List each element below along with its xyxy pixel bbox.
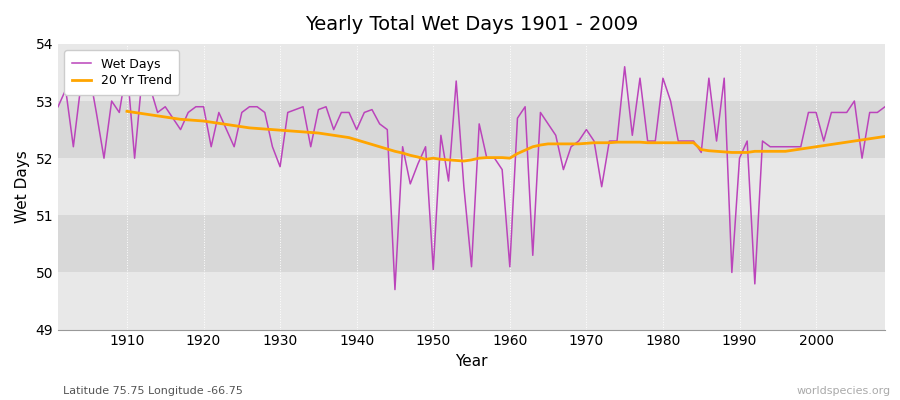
Line: 20 Yr Trend: 20 Yr Trend xyxy=(127,111,885,161)
Wet Days xyxy=(390,287,400,292)
20 Yr Trend xyxy=(581,141,592,146)
Wet Days xyxy=(290,107,301,112)
Wet Days xyxy=(52,104,63,109)
Text: Latitude 75.75 Longitude -66.75: Latitude 75.75 Longitude -66.75 xyxy=(63,386,243,396)
Y-axis label: Wet Days: Wet Days xyxy=(15,150,30,223)
Wet Days xyxy=(336,110,346,115)
Bar xyxy=(58,44,885,101)
X-axis label: Year: Year xyxy=(455,354,488,369)
Wet Days xyxy=(612,139,623,144)
Line: Wet Days: Wet Days xyxy=(58,67,885,290)
Text: worldspecies.org: worldspecies.org xyxy=(796,386,891,396)
20 Yr Trend xyxy=(519,148,530,152)
Wet Days xyxy=(114,110,125,115)
Bar xyxy=(58,215,885,272)
20 Yr Trend xyxy=(849,139,859,144)
20 Yr Trend xyxy=(458,159,469,164)
20 Yr Trend xyxy=(298,130,309,134)
Bar xyxy=(58,158,885,215)
Wet Days xyxy=(122,64,132,69)
Bar xyxy=(58,272,885,330)
Legend: Wet Days, 20 Yr Trend: Wet Days, 20 Yr Trend xyxy=(64,50,179,95)
Title: Yearly Total Wet Days 1901 - 2009: Yearly Total Wet Days 1901 - 2009 xyxy=(305,15,638,34)
20 Yr Trend xyxy=(267,127,278,132)
Bar xyxy=(58,101,885,158)
20 Yr Trend xyxy=(122,109,132,114)
Wet Days xyxy=(519,104,530,109)
20 Yr Trend xyxy=(826,142,837,147)
20 Yr Trend xyxy=(879,134,890,139)
Wet Days xyxy=(512,116,523,120)
Wet Days xyxy=(879,104,890,109)
